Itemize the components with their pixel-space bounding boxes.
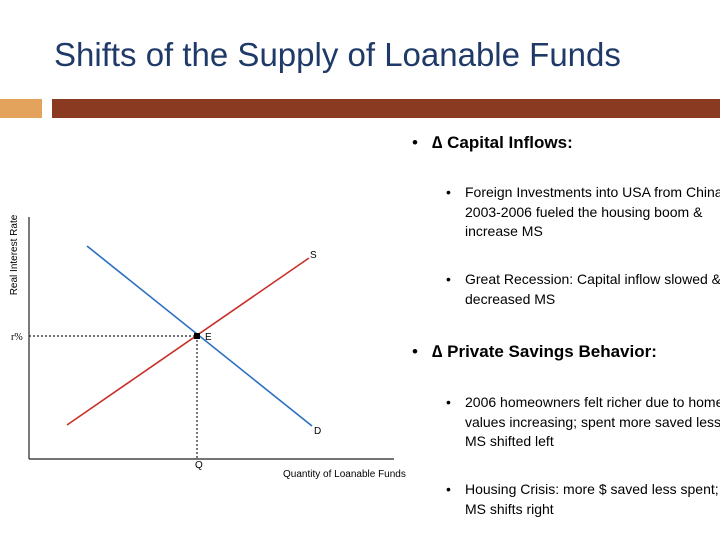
bullet-marker: • <box>412 342 418 361</box>
bullet-heading-text: ∆ Private Savings Behavior: <box>432 342 657 361</box>
supply-label: S <box>310 250 317 261</box>
bullet-item-text: Foreign Investments into USA from China … <box>465 184 720 239</box>
bullet-item: • 2006 homeowners felt richer due to home… <box>446 393 720 452</box>
title-accent-bar <box>0 99 42 118</box>
bullet-heading-capital-inflows: • ∆ Capital Inflows: <box>412 133 573 153</box>
demand-label: D <box>314 426 321 437</box>
equilibrium-point <box>194 333 200 339</box>
bullet-item-text: Housing Crisis: more $ saved less spent;… <box>465 481 719 517</box>
bullet-marker: • <box>446 481 451 497</box>
bullet-marker: • <box>446 271 451 287</box>
bullet-item: • Great Recession: Capital inflow slowed … <box>446 270 720 309</box>
supply-curve <box>66 257 310 426</box>
equilibrium-label: E <box>205 332 212 343</box>
bullet-marker: • <box>412 133 418 152</box>
bullet-heading-text: ∆ Capital Inflows: <box>432 133 573 152</box>
bullet-marker: • <box>446 184 451 200</box>
bullet-item-text: Great Recession: Capital inflow slowed &… <box>465 271 720 307</box>
title-divider-bar <box>52 99 720 118</box>
slide-title: Shifts of the Supply of Loanable Funds <box>54 36 621 73</box>
bullet-marker: • <box>446 394 451 410</box>
bullet-item: • Foreign Investments into USA from China… <box>446 183 720 242</box>
loanable-funds-diagram: Real Interest Rate r% E S D Q Quantity o… <box>9 214 406 480</box>
rate-label: r% <box>11 332 23 343</box>
bullet-heading-private-savings: • ∆ Private Savings Behavior: <box>412 342 657 362</box>
x-axis-label: Quantity of Loanable Funds <box>283 469 406 480</box>
y-axis-label: Real Interest Rate <box>9 214 20 295</box>
bullet-item: • Housing Crisis: more $ saved less spent… <box>446 480 720 519</box>
bullet-item-text: 2006 homeowners felt richer due to home … <box>465 394 720 449</box>
quantity-label: Q <box>195 460 203 471</box>
